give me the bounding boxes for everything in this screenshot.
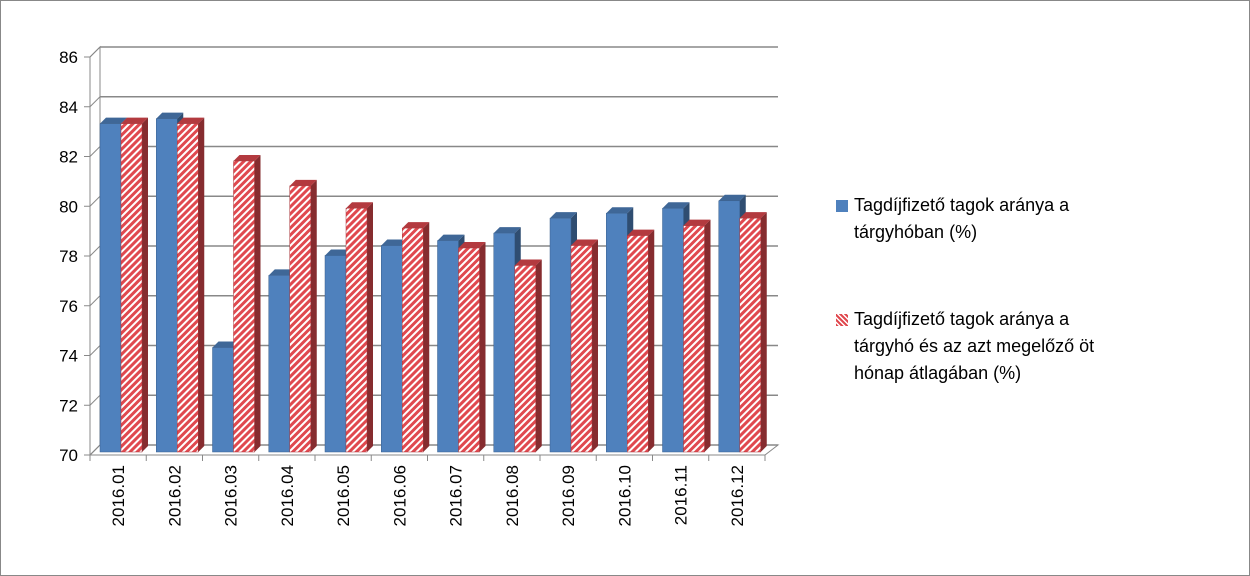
bar [268,275,290,453]
bar [570,245,593,453]
bar-top [683,219,711,226]
bar-top [571,239,598,246]
bar-top [325,249,352,256]
bar [289,185,311,453]
y-tick-label: 70 [59,446,78,465]
y-tick-label: 84 [59,98,78,117]
bar [381,245,403,453]
bar [177,123,199,453]
bar-top [606,207,634,214]
x-tick-label: 2016.02 [165,465,184,526]
grid-side [89,96,101,108]
grid-side [89,195,101,207]
x-tick-label: 2016.08 [503,465,522,526]
bar [514,265,536,453]
y-tick-label: 80 [59,197,78,216]
bar-side [760,212,767,452]
x-tick-label: 2016.10 [615,465,634,526]
bar [402,227,424,453]
bar-top [212,341,240,348]
bar [549,217,572,453]
grid-side [89,245,101,257]
bar-side [535,259,542,452]
x-tick-label: 2016.04 [278,465,297,526]
bar-top [346,202,373,209]
bar [493,232,515,453]
legend-swatch [836,314,848,326]
x-tick-label: 2016.01 [109,465,128,526]
x-tick-label: 2016.12 [728,465,747,526]
bar-side [479,242,486,452]
bar-top [458,242,486,249]
bar-top [402,222,430,229]
bar [345,207,368,453]
bar-side [704,219,711,452]
y-tick-label: 76 [59,297,78,316]
bar [683,225,705,453]
grid-side [89,394,101,406]
grid-side [89,146,101,157]
grid-side [89,345,101,356]
bar-top [550,212,577,219]
bar-side [310,179,317,452]
bar [458,247,480,453]
grid-side [89,295,101,307]
bar [324,255,347,453]
y-tick-label: 74 [59,347,78,366]
bar-top [100,117,127,124]
bar [99,123,122,453]
bar-side [367,202,373,452]
bar-top [289,179,317,186]
y-tick-label: 72 [59,396,78,415]
bar [212,347,234,453]
x-tick-label: 2016.03 [222,465,241,526]
x-tick-label: 2016.05 [334,465,353,526]
bar [662,207,684,453]
y-tick-label: 86 [59,48,78,67]
bar-side [142,117,148,453]
bar [156,118,178,453]
bar-side [254,154,261,452]
bar-top [514,259,542,266]
bar-top [177,117,205,124]
legend-item: Tagdíjfizető tagok aránya a tárgyhóban (… [836,192,1126,246]
legend-label: Tagdíjfizető tagok aránya a tárgyhóban (… [854,195,1070,242]
bar-side [592,239,598,452]
x-tick-label: 2016.09 [559,465,578,526]
bar-top [156,112,184,119]
bar-side [423,222,430,452]
bar [718,200,740,453]
bar-top [718,194,746,201]
bar-top [233,154,261,161]
bar-top [739,212,767,219]
legend-item: Tagdíjfizető tagok aránya a tárgyhó és a… [836,306,1126,387]
y-tick-label: 78 [59,247,78,266]
bar-top [268,269,296,276]
bar [437,240,459,453]
bar-top [121,117,148,124]
bar [627,235,649,453]
bar-top [627,229,655,236]
bar-top [381,239,409,246]
legend-label: Tagdíjfizető tagok aránya a tárgyhó és a… [854,309,1095,383]
grid-side [89,444,101,456]
bar [739,217,761,453]
bar-side [198,117,205,453]
grid-side [89,46,101,58]
x-tick-label: 2016.07 [447,465,466,526]
x-tick-label: 2016.06 [390,465,409,526]
bar-top [493,227,521,234]
x-tick-label: 2016.11 [672,465,691,525]
bar [233,160,255,453]
bar-top [662,202,690,209]
bar-side [648,229,655,452]
bar [120,123,143,453]
bar [606,212,628,453]
bar-top [437,234,465,241]
legend-swatch [836,200,848,212]
y-tick-label: 82 [59,148,78,167]
